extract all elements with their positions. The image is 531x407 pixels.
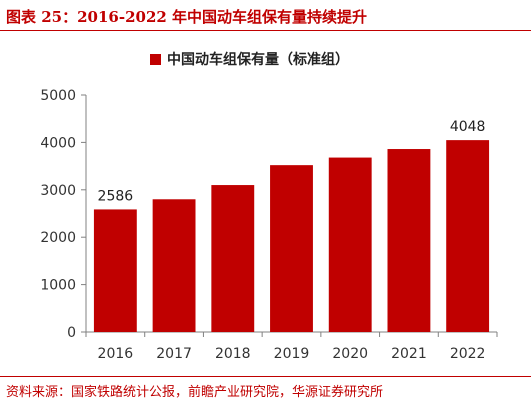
bar-2019 <box>270 165 313 332</box>
bar-2018 <box>211 185 255 332</box>
y-tick-label: 4000 <box>40 135 76 151</box>
y-tick-label: 5000 <box>40 88 76 104</box>
title-bar: 图表 25：2016-2022 年中国动车组保有量持续提升 <box>0 0 531 32</box>
x-tick-label: 2019 <box>274 346 310 362</box>
y-tick-label: 3000 <box>40 183 76 199</box>
legend-label: 中国动车组保有量（标准组） <box>167 52 349 68</box>
x-tick-label: 2020 <box>332 346 368 362</box>
data-label-2022: 4048 <box>450 119 486 135</box>
bar-2017 <box>152 199 196 332</box>
bar-2021 <box>387 149 431 332</box>
x-tick-label: 2022 <box>450 346 486 362</box>
source-note: 资料来源：国家铁路统计公报，前瞻产业研究院，华源证券研究所 <box>6 385 384 400</box>
x-tick-label: 2018 <box>215 346 251 362</box>
y-tick-label: 1000 <box>40 278 76 294</box>
bar-2022 <box>446 140 490 332</box>
source-divider <box>0 376 531 377</box>
bar-2020 <box>328 157 372 332</box>
x-tick-label: 2017 <box>156 346 192 362</box>
chart-title: 图表 25：2016-2022 年中国动车组保有量持续提升 <box>6 8 368 26</box>
title-divider <box>0 30 531 31</box>
x-tick-label: 2021 <box>391 346 427 362</box>
x-tick-label: 2016 <box>98 346 134 362</box>
legend: 中国动车组保有量（标准组） <box>150 49 349 69</box>
y-tick-label: 0 <box>67 325 76 341</box>
bar-chart: 0 1000 2000 3000 4000 5000 2016 2586 2017 2018 201… <box>40 88 498 362</box>
bar-2016 <box>93 209 137 332</box>
y-tick-label: 2000 <box>40 230 76 246</box>
legend-swatch <box>150 53 161 65</box>
data-label-2016: 2586 <box>98 188 134 204</box>
